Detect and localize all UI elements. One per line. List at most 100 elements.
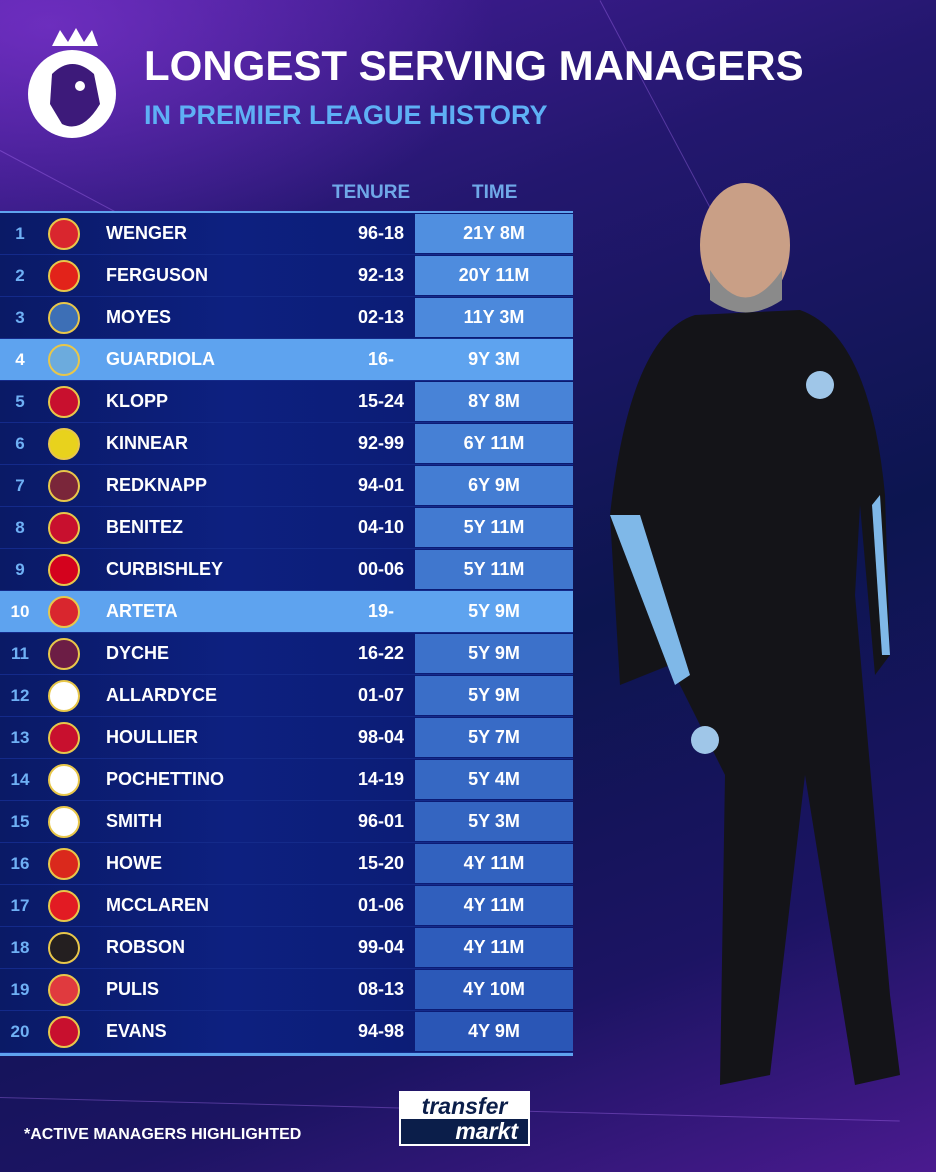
tenure: 96-01 (357, 811, 405, 831)
time-served: 8Y 8M (415, 382, 573, 421)
time-served: 21Y 8M (415, 214, 573, 253)
rank: 20 (10, 1021, 30, 1041)
club-badge-newcastle-icon (48, 931, 80, 964)
club-badge-bournemouth-icon (48, 847, 80, 880)
table-row: 6 KINNEAR 92-99 6Y 11M (0, 423, 573, 465)
club-badge-middlesbrough-icon (48, 889, 80, 922)
rank: 7 (15, 475, 25, 495)
manager-name: EVANS (106, 1021, 167, 1041)
manager-name: WENGER (106, 223, 187, 243)
tenure: 94-98 (357, 1021, 405, 1041)
manager-name: HOWE (106, 853, 162, 873)
tenure: 16-22 (357, 643, 405, 663)
table-row: 20 EVANS 94-98 4Y 9M (0, 1011, 573, 1053)
table-row: 10 ARTETA 19- 5Y 9M (0, 591, 573, 633)
club-badge-wimbledon-icon (48, 427, 80, 460)
club-badge-bolton-icon (48, 679, 80, 712)
time-served: 4Y 10M (415, 970, 573, 1009)
table-row: 8 BENITEZ 04-10 5Y 11M (0, 507, 573, 549)
club-badge-stoke-icon (48, 973, 80, 1006)
table-row: 14 POCHETTINO 14-19 5Y 4M (0, 759, 573, 801)
time-served: 6Y 9M (415, 466, 573, 505)
table-row: 18 ROBSON 99-04 4Y 11M (0, 927, 573, 969)
time-served: 5Y 11M (415, 550, 573, 589)
manager-name: REDKNAPP (106, 475, 208, 495)
manager-name: POCHETTINO (106, 769, 225, 789)
manager-name: HOULLIER (106, 727, 198, 747)
club-badge-liverpool-icon (48, 721, 80, 754)
tenure: 98-04 (357, 727, 405, 747)
manager-name: ROBSON (106, 937, 186, 957)
time-served: 4Y 11M (415, 928, 573, 967)
tenure: 02-13 (357, 307, 405, 327)
club-badge-liverpool-icon (48, 1015, 80, 1048)
manager-name: ARTETA (106, 601, 178, 621)
transfermarkt-logo: transfer markt (399, 1091, 530, 1146)
time-served: 6Y 11M (415, 424, 573, 463)
time-served: 5Y 9M (468, 601, 520, 621)
tenure: 01-06 (357, 895, 405, 915)
club-badge-liverpool-icon (48, 511, 80, 544)
table-row: 4 GUARDIOLA 16- 9Y 3M (0, 339, 573, 381)
rank: 16 (10, 853, 30, 873)
manager-photo (610, 183, 900, 1085)
club-badge-arsenal-icon (48, 217, 80, 250)
tenure: 01-07 (357, 685, 405, 705)
logo-line1: transfer (421, 1093, 508, 1119)
rank: 12 (10, 685, 30, 705)
rank: 1 (15, 223, 25, 243)
manager-name: SMITH (106, 811, 162, 831)
time-served: 9Y 3M (468, 349, 520, 369)
table-row: 13 HOULLIER 98-04 5Y 7M (0, 717, 573, 759)
tenure: 19- (367, 601, 394, 621)
table-row: 11 DYCHE 16-22 5Y 9M (0, 633, 573, 675)
time-served: 5Y 4M (415, 760, 573, 799)
managers-table: 1 WENGER 96-18 21Y 8M 2 FERGUSON 92-13 20… (0, 211, 573, 1056)
rank: 9 (15, 559, 25, 579)
rank: 4 (15, 349, 25, 369)
manager-name: PULIS (106, 979, 160, 999)
page-subtitle: IN PREMIER LEAGUE HISTORY (144, 100, 548, 130)
table-row: 9 CURBISHLEY 00-06 5Y 11M (0, 549, 573, 591)
club-badge-liverpool-icon (48, 385, 80, 418)
club-badge-man-city-icon (48, 343, 80, 376)
time-served: 4Y 11M (415, 886, 573, 925)
tenure: 96-18 (357, 223, 405, 243)
page-title: LONGEST SERVING MANAGERS (144, 42, 804, 89)
rank: 15 (10, 811, 30, 831)
time-served: 4Y 11M (415, 844, 573, 883)
table-row: 1 WENGER 96-18 21Y 8M (0, 213, 573, 255)
rank: 13 (10, 727, 30, 747)
time-served: 5Y 9M (415, 634, 573, 673)
time-served: 5Y 3M (415, 802, 573, 841)
premier-league-lion-logo (28, 28, 116, 138)
tenure: 94-01 (357, 475, 405, 495)
time-served: 20Y 11M (415, 256, 573, 295)
table-row: 3 MOYES 02-13 11Y 3M (0, 297, 573, 339)
rank: 6 (15, 433, 25, 453)
tenure: 92-99 (357, 433, 405, 453)
tenure: 08-13 (357, 979, 405, 999)
manager-name: BENITEZ (106, 517, 184, 537)
tenure: 92-13 (357, 265, 405, 285)
tenure: 99-04 (357, 937, 405, 957)
table-row: 7 REDKNAPP 94-01 6Y 9M (0, 465, 573, 507)
table-row: 17 MCCLAREN 01-06 4Y 11M (0, 885, 573, 927)
club-badge-west-ham-icon (48, 469, 80, 502)
manager-name: CURBISHLEY (106, 559, 224, 579)
club-badge-tottenham-icon (48, 763, 80, 796)
tenure: 14-19 (357, 769, 405, 789)
rank: 8 (15, 517, 25, 537)
rank: 17 (10, 895, 30, 915)
table-row: 12 ALLARDYCE 01-07 5Y 9M (0, 675, 573, 717)
table-row: 16 HOWE 15-20 4Y 11M (0, 843, 573, 885)
time-served: 4Y 9M (415, 1012, 573, 1051)
manager-name: ALLARDYCE (106, 685, 217, 705)
club-badge-derby-icon (48, 805, 80, 838)
tenure: 15-24 (357, 391, 405, 411)
rank: 3 (15, 307, 25, 327)
manager-name: FERGUSON (106, 265, 209, 285)
manager-name: KLOPP (106, 391, 169, 411)
tenure: 16- (367, 349, 394, 369)
column-header-time: TIME (472, 182, 518, 203)
